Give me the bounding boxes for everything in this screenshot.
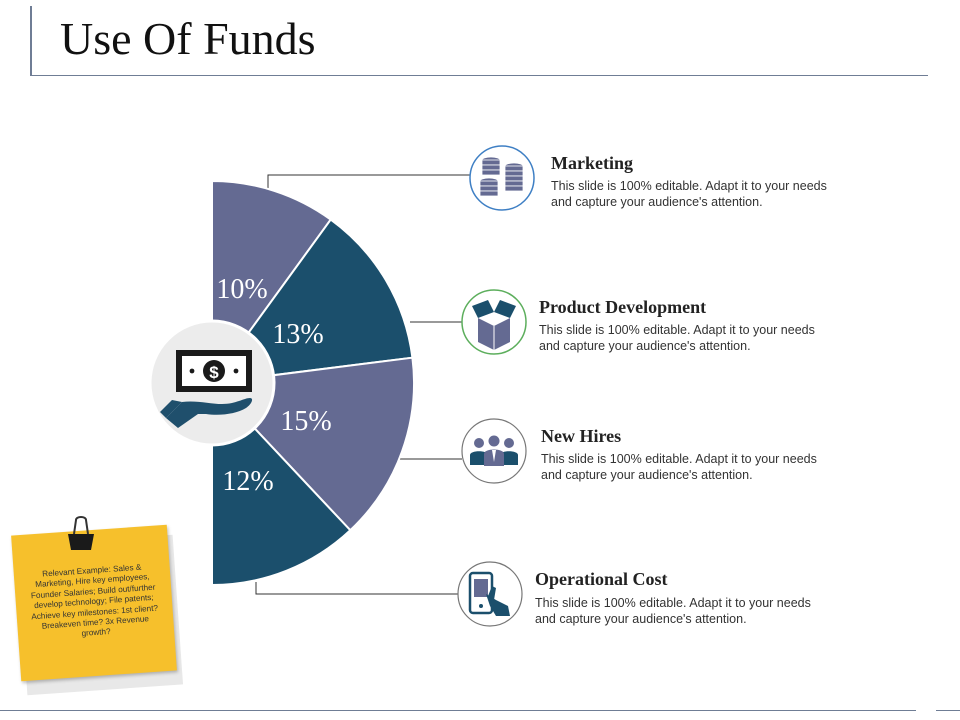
sticky-note-text: Relevant Example: Sales & Marketing, Hir… xyxy=(30,562,159,639)
item-desc-product-development: This slide is 100% editable. Adapt it to… xyxy=(539,323,815,353)
item-title-new-hires: New Hires xyxy=(541,426,622,446)
connectors xyxy=(255,174,470,595)
pie-label-new-hires: 15% xyxy=(280,406,331,437)
bottom-rule xyxy=(0,710,916,711)
item-title-product-development: Product Development xyxy=(539,297,707,317)
item-title-operational-cost: Operational Cost xyxy=(535,569,668,589)
svg-text:$: $ xyxy=(209,363,219,382)
coins-stack-icon xyxy=(469,145,535,211)
pie-slice-product-development xyxy=(209,218,414,385)
box-icon xyxy=(461,289,527,355)
money-in-hand-icon: $ xyxy=(148,319,276,447)
bottom-rule-short xyxy=(936,710,960,711)
item-desc-new-hires: This slide is 100% editable. Adapt it to… xyxy=(541,452,817,482)
pie-labels: 10%13% 15%12% xyxy=(216,274,331,497)
item-title-marketing: Marketing xyxy=(551,153,633,173)
item-desc-operational-cost: This slide is 100% editable. Adapt it to… xyxy=(535,596,811,626)
pie-label-operational-cost: 12% xyxy=(222,466,273,497)
page-title: Use Of Funds xyxy=(60,13,316,64)
connector-operational-cost xyxy=(255,582,458,595)
mobile-shopping-icon xyxy=(457,561,523,627)
item-desc-marketing: This slide is 100% editable. Adapt it to… xyxy=(551,179,827,209)
connector-marketing xyxy=(267,174,470,188)
pie-label-product-development: 13% xyxy=(272,319,323,350)
pie-label-marketing: 10% xyxy=(216,274,267,305)
binder-clip-icon xyxy=(68,516,94,550)
title-frame xyxy=(30,6,928,76)
team-icon xyxy=(461,418,527,484)
